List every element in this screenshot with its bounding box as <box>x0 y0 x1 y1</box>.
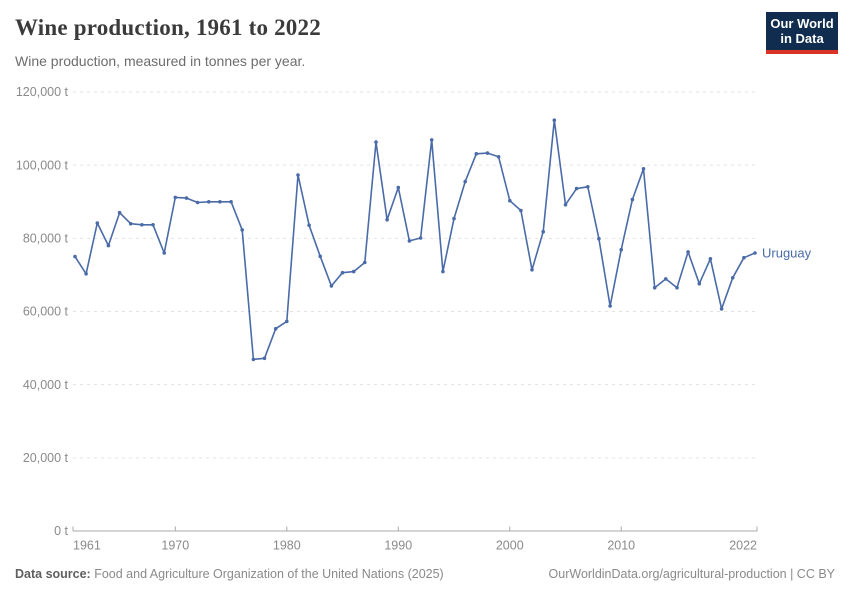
data-point <box>519 208 523 213</box>
y-axis-tick-label: 100,000 t <box>16 158 69 172</box>
data-source-note: Data source: Food and Agriculture Organi… <box>15 567 444 581</box>
data-point <box>574 186 579 191</box>
y-axis-tick-label: 40,000 t <box>23 378 69 392</box>
data-point <box>441 269 445 274</box>
data-point <box>218 200 222 204</box>
data-point <box>285 319 289 324</box>
data-point <box>73 254 77 259</box>
series-label-uruguay: Uruguay <box>762 245 812 260</box>
data-point <box>597 236 601 241</box>
chart-footer: Data source: Food and Agriculture Organi… <box>15 567 835 581</box>
x-axis-tick-label: 2022 <box>729 539 757 553</box>
data-point <box>508 198 512 203</box>
data-point <box>719 307 724 311</box>
data-point <box>541 229 545 234</box>
x-axis-tick-label: 2010 <box>607 539 635 553</box>
data-point <box>485 151 490 155</box>
data-point <box>84 272 88 276</box>
data-point <box>106 243 111 248</box>
data-point <box>296 173 300 177</box>
data-point <box>652 285 657 290</box>
data-point <box>452 216 456 221</box>
data-point <box>697 281 702 286</box>
owid-logo-line1: Our World <box>770 16 834 31</box>
data-point <box>273 326 278 331</box>
y-axis-tick-label: 80,000 t <box>23 232 69 246</box>
data-point <box>396 185 401 190</box>
x-axis-tick-label: 1990 <box>384 539 412 553</box>
data-point <box>184 196 189 200</box>
data-point <box>128 221 133 226</box>
data-point <box>262 356 267 361</box>
data-point <box>496 155 501 159</box>
owid-url-license[interactable]: OurWorldinData.org/agricultural-producti… <box>548 567 835 581</box>
y-axis-tick-label: 20,000 t <box>23 451 69 465</box>
data-point <box>664 277 668 281</box>
data-point <box>753 251 757 255</box>
data-point <box>463 179 468 184</box>
data-point <box>162 251 166 255</box>
data-point <box>117 210 122 215</box>
data-point <box>307 223 311 227</box>
data-point <box>374 140 378 144</box>
data-point <box>318 254 323 259</box>
data-point <box>708 257 713 261</box>
data-point <box>240 228 244 232</box>
data-point <box>229 200 233 204</box>
data-point <box>552 118 557 122</box>
data-point <box>95 221 100 225</box>
data-source-text: Food and Agriculture Organization of the… <box>90 567 444 581</box>
data-point <box>340 270 345 275</box>
data-point <box>407 239 412 243</box>
data-point <box>418 236 423 240</box>
y-axis-tick-label: 120,000 t <box>16 85 69 99</box>
data-point <box>195 200 200 205</box>
x-axis-tick-label: 1961 <box>73 539 101 553</box>
data-point <box>619 247 623 252</box>
data-point <box>251 357 256 362</box>
series-line-uruguay <box>74 119 756 361</box>
x-axis-tick-label: 1980 <box>273 539 301 553</box>
x-axis-tick-label: 1970 <box>161 539 189 553</box>
data-point <box>207 200 211 204</box>
y-axis-tick-label: 0 t <box>54 524 68 538</box>
chart-subtitle: Wine production, measured in tonnes per … <box>15 53 306 69</box>
data-point <box>608 304 612 308</box>
y-axis-tick-label: 60,000 t <box>23 305 69 319</box>
data-point <box>173 195 178 200</box>
data-point <box>151 223 155 227</box>
data-point <box>140 223 144 227</box>
x-axis-tick-label: 2000 <box>496 539 524 553</box>
data-point <box>385 217 389 222</box>
data-point <box>630 197 635 202</box>
owid-logo: Our World in Data <box>766 12 838 54</box>
data-point <box>730 276 735 280</box>
data-point <box>563 202 568 207</box>
data-point <box>586 185 590 189</box>
data-point <box>363 260 367 265</box>
data-point <box>329 284 334 288</box>
data-source-label: Data source: <box>15 567 91 581</box>
data-point <box>351 269 356 274</box>
data-point <box>429 138 434 142</box>
data-point <box>474 152 479 156</box>
data-point <box>675 285 679 290</box>
data-point <box>641 167 646 171</box>
data-point <box>686 250 690 254</box>
data-point <box>742 255 746 260</box>
page-title: Wine production, 1961 to 2022 <box>15 15 321 40</box>
owid-logo-line2: in Data <box>780 31 824 47</box>
data-point <box>530 268 534 272</box>
